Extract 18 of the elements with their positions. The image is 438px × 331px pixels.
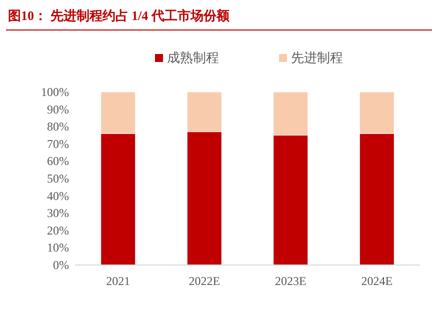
- x-tick-label: 2021: [106, 274, 130, 288]
- y-tick-label: 90%: [47, 102, 69, 116]
- y-tick-label: 80%: [47, 120, 69, 134]
- y-tick-label: 100%: [41, 85, 69, 99]
- x-tick-label: 2024E: [361, 274, 393, 288]
- y-tick-label: 0%: [53, 258, 69, 272]
- y-tick-label: 30%: [47, 206, 69, 220]
- y-tick-label: 40%: [47, 188, 69, 203]
- title: 图10： 先进制程约占 1/4 代工市场份额: [8, 8, 230, 23]
- y-tick-label: 10%: [47, 240, 69, 255]
- x-tick-label: 2022E: [188, 274, 220, 288]
- y-tick-label: 60%: [47, 154, 69, 168]
- legend-label: 先进制程: [291, 51, 343, 66]
- y-tick-label: 20%: [47, 223, 69, 238]
- y-tick-label: 70%: [47, 136, 69, 151]
- x-tick-label: 2023E: [274, 274, 306, 288]
- y-tick-label: 50%: [47, 172, 69, 186]
- legend-label: 成熟制程: [167, 51, 219, 66]
